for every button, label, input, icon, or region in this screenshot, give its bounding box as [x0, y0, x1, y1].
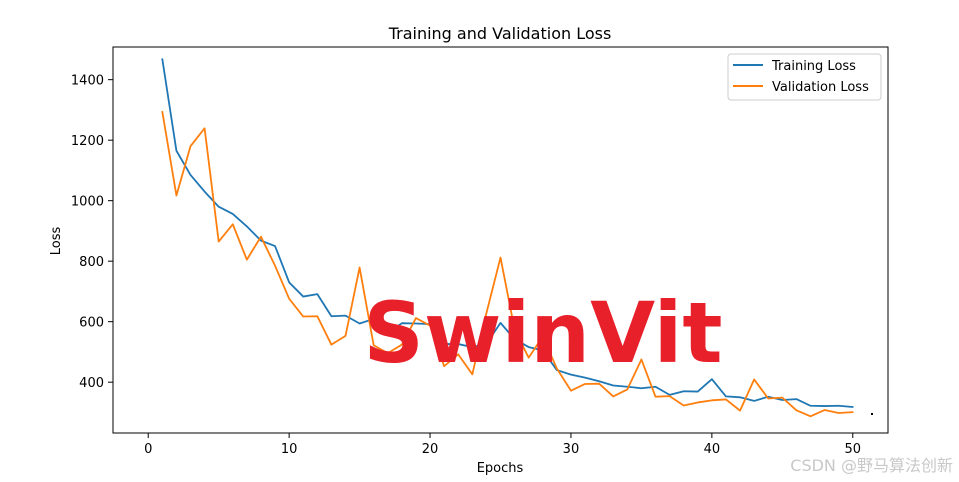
plot-frame [112, 46, 889, 434]
legend-label-training: Training Loss [771, 59, 856, 74]
y-tick-label: 800 [79, 255, 104, 270]
series-line-validation-loss [161, 110, 854, 418]
chart-title: Training and Validation Loss [388, 24, 612, 43]
plot-area [112, 46, 889, 434]
x-tick-label: 40 [704, 442, 721, 457]
y-tick-label: 600 [79, 316, 104, 331]
x-axis: 0 10 20 30 40 50 [144, 433, 861, 457]
y-tick-label: 1400 [71, 74, 104, 89]
series-line-training-loss [161, 58, 854, 408]
watermark: CSDN @野马算法创新 [790, 456, 953, 475]
x-tick-label: 20 [422, 442, 439, 457]
series-layer [161, 58, 854, 418]
marker-dot [871, 413, 873, 415]
legend-label-validation: Validation Loss [772, 80, 869, 95]
x-axis-title: Epochs [477, 461, 524, 476]
legend: Training Loss Validation Loss [727, 53, 882, 101]
x-tick-label: 10 [281, 442, 298, 457]
y-tick-label: 400 [79, 376, 104, 391]
y-axis: 400 600 800 1000 1200 1400 [71, 74, 113, 391]
y-axis-title: Loss [49, 227, 64, 256]
x-tick-label: 50 [844, 442, 861, 457]
y-tick-label: 1200 [71, 134, 104, 149]
legend-box [727, 53, 882, 101]
overlay-annotation: SwinVit [363, 284, 722, 382]
x-tick-label: 30 [563, 442, 580, 457]
y-tick-label: 1000 [71, 195, 104, 210]
x-tick-label: 0 [144, 442, 152, 457]
